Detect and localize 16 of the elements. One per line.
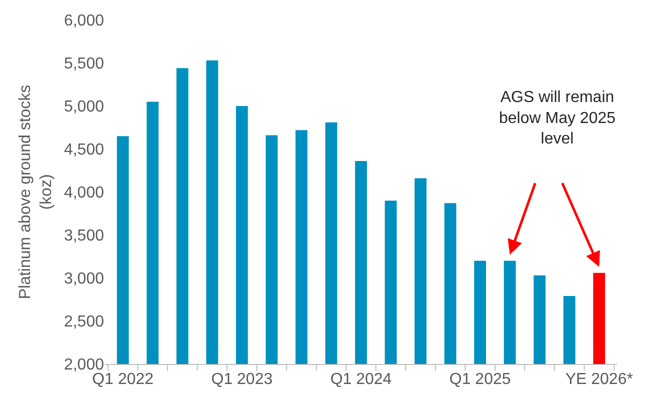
- y-tick-label: 5,000: [64, 98, 104, 116]
- y-tick-label: 4,000: [64, 184, 104, 202]
- y-tick-label: 2,500: [64, 314, 104, 331]
- x-tick-label: Q1 2025: [449, 371, 511, 388]
- x-tick-label: YE 2026*: [565, 371, 633, 388]
- y-tick-label: 4,500: [64, 142, 104, 159]
- y-tick-label: 6,000: [64, 12, 104, 30]
- y-axis-title: Platinum above ground stocks (koz): [17, 84, 55, 300]
- x-tick-label: Q1 2024: [330, 371, 392, 388]
- y-tick-label: 3,000: [64, 270, 104, 288]
- y-tick-label: 3,500: [64, 228, 104, 245]
- annotation: AGS will remain below May 2025 level: [499, 89, 616, 148]
- x-tick-label: Q1 2023: [211, 371, 273, 388]
- y-tick-label: 2,000: [64, 356, 104, 374]
- x-tick-label: Q1 2022: [92, 371, 154, 388]
- y-tick-label: 5,500: [64, 56, 104, 73]
